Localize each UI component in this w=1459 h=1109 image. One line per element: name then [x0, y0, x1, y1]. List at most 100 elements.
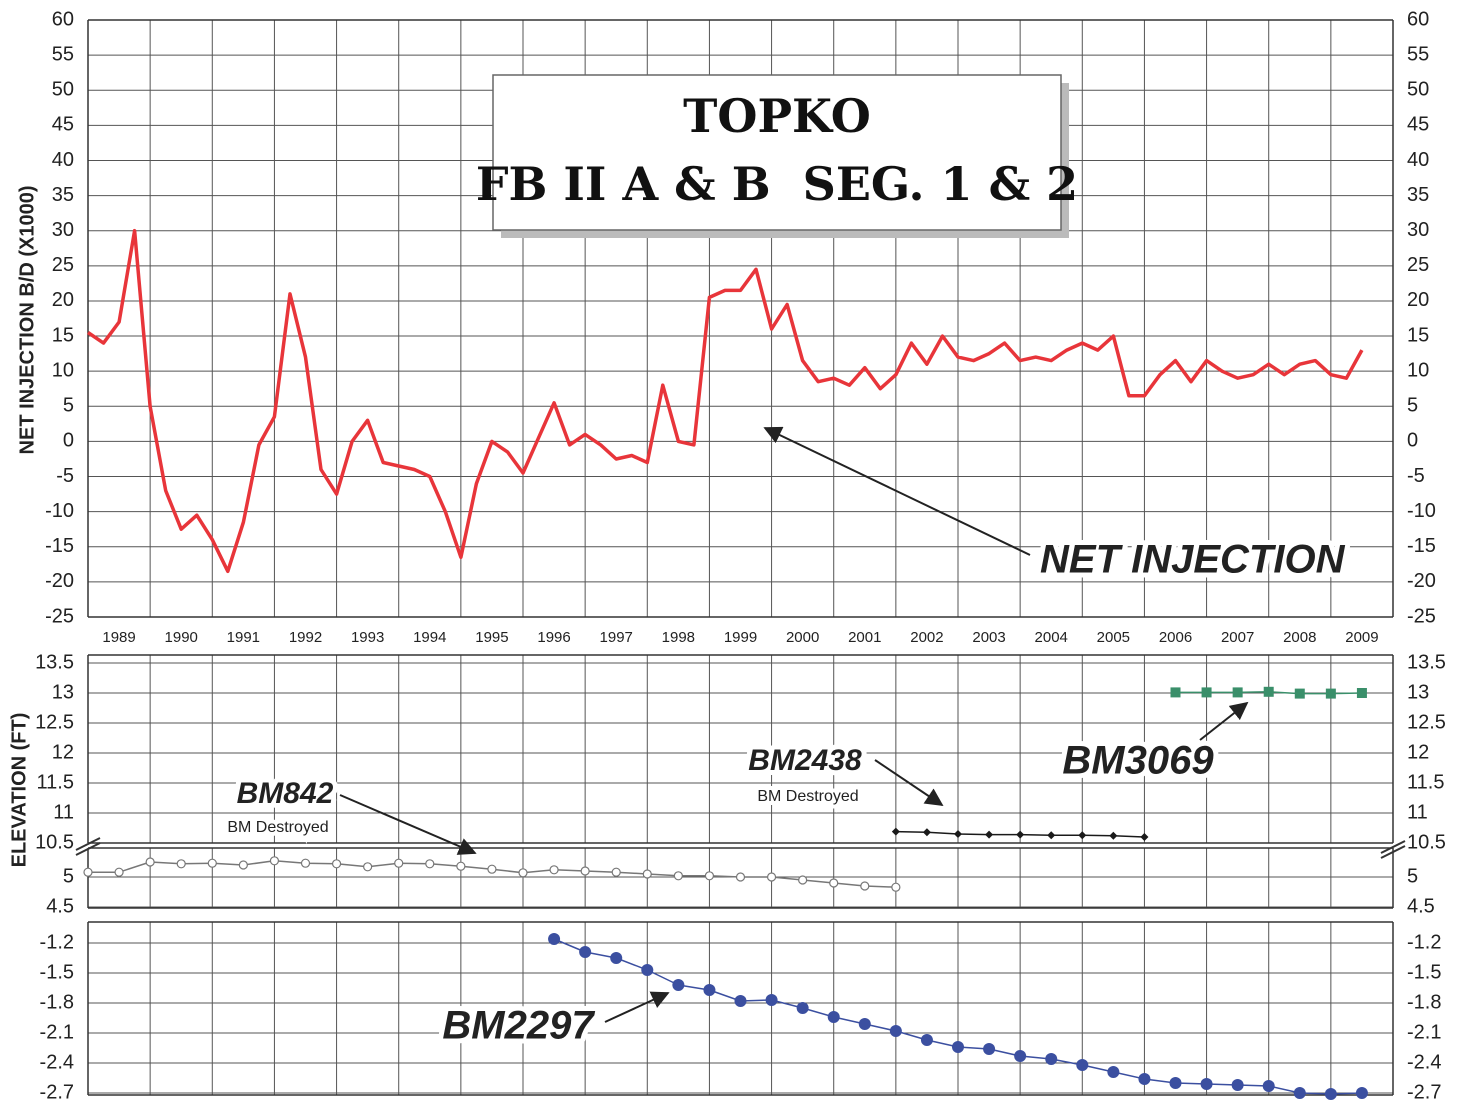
data-point — [1047, 831, 1056, 840]
data-point — [889, 1025, 902, 1037]
data-point — [641, 964, 654, 976]
y-tick-label: 12.5 — [35, 711, 74, 733]
data-point — [207, 858, 217, 868]
y-tick-label: -25 — [1407, 605, 1436, 627]
y-tick-label: 35 — [1407, 184, 1429, 206]
data-point — [1014, 1050, 1027, 1062]
y-tick-label: 45 — [52, 114, 74, 136]
y-tick-label: 0 — [63, 430, 74, 452]
x-tick-label: 2003 — [972, 629, 1005, 646]
y-tick-label: -5 — [56, 465, 74, 487]
annotation: BM Destroyed — [757, 788, 858, 805]
y-tick-label: 11 — [1407, 801, 1428, 823]
data-point — [734, 995, 747, 1007]
data-point — [238, 860, 248, 870]
y-tick-label: 15 — [1407, 324, 1429, 346]
data-point — [765, 994, 778, 1006]
data-point — [176, 859, 186, 869]
data-point — [1262, 1080, 1275, 1092]
data-point — [1076, 1059, 1089, 1071]
x-tick-label: 1989 — [102, 629, 135, 646]
data-point — [1294, 688, 1305, 699]
y-tick-label: 25 — [52, 254, 74, 276]
data-point — [642, 869, 652, 879]
y-tick-label: 13.5 — [35, 651, 74, 673]
data-point — [579, 946, 592, 958]
y-tick-label: -1.5 — [1407, 961, 1441, 983]
data-point — [300, 858, 311, 868]
data-point — [983, 1043, 996, 1055]
y-axis-title: NET INJECTION B/D (X1000) — [16, 186, 38, 455]
y-tick-label: -2.4 — [1407, 1051, 1441, 1073]
arrow — [874, 759, 944, 807]
data-point — [922, 828, 931, 837]
data-point — [1324, 1088, 1337, 1100]
data-point — [456, 861, 466, 871]
data-point — [1293, 1087, 1306, 1099]
y-tick-label: -1.2 — [1407, 931, 1441, 953]
data-point — [114, 867, 124, 877]
label-layer: TOPKO FB II A & B SEG. 1 & 2 NET INJECTI… — [8, 8, 1446, 1103]
y-tick-label: 12 — [52, 741, 74, 763]
y-tick-label: 11 — [53, 801, 74, 823]
y-tick-label: -5 — [1407, 465, 1425, 487]
y-tick-label: 10.5 — [35, 831, 74, 853]
data-point — [796, 1002, 809, 1014]
y-tick-label: 10 — [52, 359, 74, 381]
data-line — [87, 228, 1364, 574]
y-tick-label: 40 — [52, 149, 74, 171]
x-tick-label: 2008 — [1283, 629, 1316, 646]
data-point — [673, 871, 683, 881]
data-point — [269, 856, 280, 866]
data-point — [1045, 1053, 1058, 1065]
y-tick-label: -2.4 — [40, 1051, 74, 1073]
y-tick-label: 30 — [1407, 219, 1429, 241]
x-tick-label: 1998 — [662, 629, 695, 646]
y-tick-label: 55 — [1407, 43, 1429, 65]
y-tick-label: -2.7 — [40, 1081, 74, 1103]
arrow — [604, 991, 670, 1023]
data-point — [363, 862, 373, 872]
x-tick-label: 2000 — [786, 629, 819, 646]
x-tick-label: 2006 — [1159, 629, 1192, 646]
series-label: BM3069 — [1062, 739, 1214, 783]
series-label: BM842 — [237, 777, 334, 810]
x-tick-label: 1990 — [165, 629, 198, 646]
arrow — [763, 426, 1031, 556]
data-point — [548, 933, 561, 945]
y-tick-label: -2.1 — [40, 1021, 74, 1043]
y-tick-label: 45 — [1407, 114, 1429, 136]
y-tick-label: 11.5 — [37, 771, 74, 793]
data-point — [549, 865, 559, 875]
data-layer — [83, 228, 1368, 1100]
y-tick-label: -15 — [1407, 535, 1436, 557]
y-tick-label: 13 — [1407, 681, 1429, 703]
y-tick-label: 20 — [1407, 289, 1429, 311]
y-tick-label: 40 — [1407, 149, 1429, 171]
break-mark — [75, 837, 1406, 859]
data-point — [860, 881, 870, 891]
data-point — [891, 827, 900, 836]
x-tick-label: 1992 — [289, 629, 322, 646]
data-point — [1170, 687, 1181, 698]
series-label: BM2438 — [748, 744, 862, 777]
annotation: BM Destroyed — [227, 819, 328, 836]
chart-title: TOPKO — [683, 89, 871, 143]
y-tick-label: 10.5 — [1407, 831, 1446, 853]
y-tick-label: 5 — [63, 865, 74, 887]
arrow — [339, 794, 477, 855]
y-tick-label: 15 — [52, 324, 74, 346]
x-tick-label: 1999 — [724, 629, 757, 646]
y-tick-label: 13 — [52, 681, 74, 703]
data-point — [145, 857, 155, 867]
data-point — [920, 1034, 933, 1046]
data-point — [829, 878, 839, 888]
data-point — [1169, 1077, 1182, 1089]
y-tick-label: -2.7 — [1407, 1081, 1441, 1103]
data-point — [331, 859, 342, 869]
data-point — [1109, 831, 1118, 840]
x-tick-label: 2007 — [1221, 629, 1254, 646]
x-tick-label: 2005 — [1097, 629, 1130, 646]
data-point — [394, 858, 404, 868]
data-point — [891, 882, 901, 892]
